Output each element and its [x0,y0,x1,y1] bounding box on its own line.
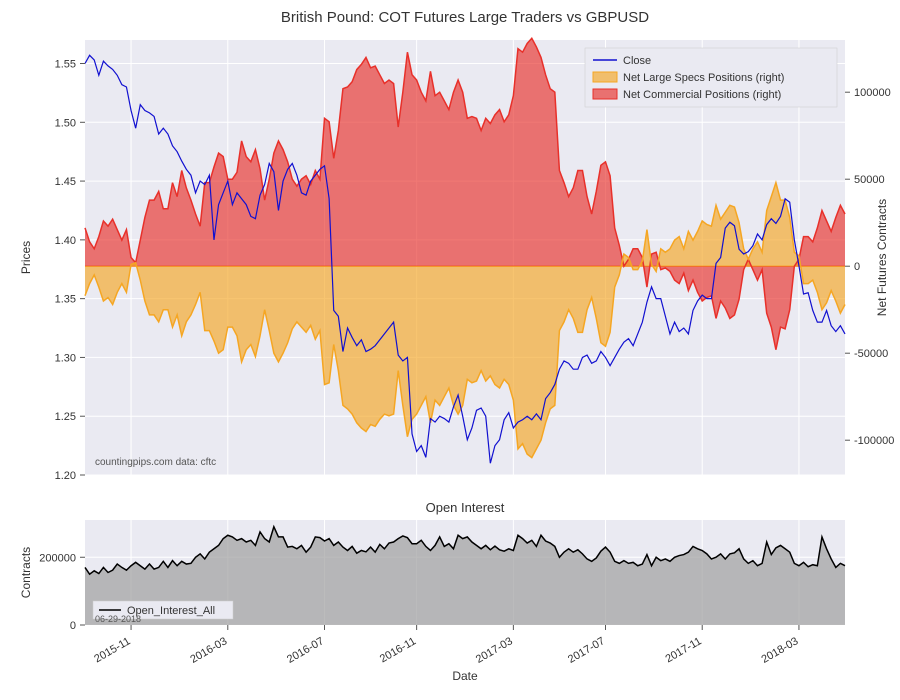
x-tick-label: 2018-03 [759,635,800,666]
y-right-tick-label: 0 [854,261,860,273]
y-right-tick-label: 100000 [854,87,891,99]
y-right-tick-label: -50000 [854,348,888,360]
date-stamp: 06-29-2018 [95,614,141,624]
y-left-tick-label: 1.50 [55,117,76,129]
legend-label: Net Large Specs Positions (right) [623,72,784,84]
chart-title: British Pound: COT Futures Large Traders… [281,9,649,26]
chart-svg: 1.20 1.25 1.30 1.35 1.40 1.45 1.50 1.55 -100000 -… [0,0,900,700]
sub-y-tick-label: 0 [70,620,76,632]
legend-swatch [593,89,617,99]
y-left-tick-label: 1.40 [55,235,76,247]
x-tick-label: 2017-03 [474,635,515,666]
legend-label: Net Commercial Positions (right) [623,89,781,101]
y-right-label: Net Futures Contracts [875,199,889,316]
y-right-tick-label: -100000 [854,435,894,447]
y-left-label: Prices [19,241,33,274]
x-tick-label: 2017-07 [566,635,607,666]
x-axis-label: Date [452,669,478,683]
y-right-tick-label: 50000 [854,174,885,186]
y-left-tick-label: 1.45 [55,176,76,188]
x-tick-label: 2015-11 [92,635,132,665]
sub-y-label: Contracts [19,547,33,598]
sub-y-tick-label: 200000 [39,552,76,564]
y-left-tick-label: 1.30 [55,352,76,364]
x-tick-label: 2016-03 [188,635,229,666]
y-left-tick-label: 1.25 [55,411,76,423]
y-left-tick-label: 1.35 [55,294,76,306]
x-tick-label: 2016-07 [285,635,326,666]
y-left-tick-label: 1.55 [55,59,76,71]
x-tick-label: 2017-11 [663,635,703,665]
credit-text: countingpips.com data: cftc [95,457,216,468]
legend-label: Close [623,55,651,67]
sub-title: Open Interest [426,500,505,515]
y-left-tick-label: 1.20 [55,470,76,482]
x-tick-label: 2016-11 [378,635,418,665]
chart-container: 1.20 1.25 1.30 1.35 1.40 1.45 1.50 1.55 -100000 -… [0,0,900,700]
legend-swatch [593,72,617,82]
